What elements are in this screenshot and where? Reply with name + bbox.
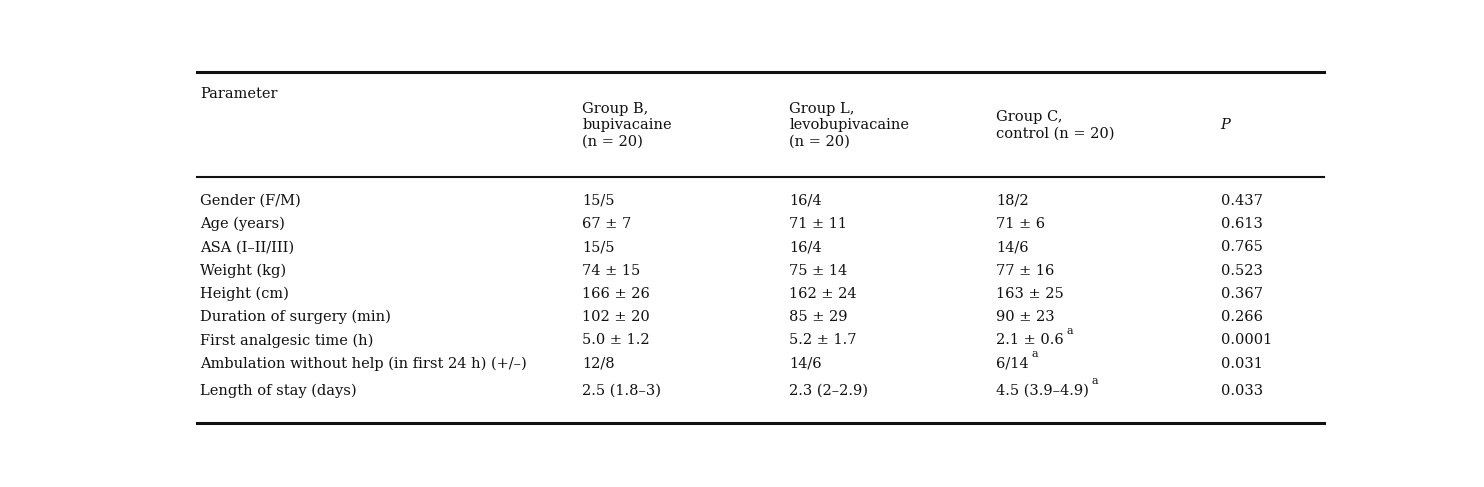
Text: 5.0 ± 1.2: 5.0 ± 1.2 [582, 334, 650, 347]
Text: 0.765: 0.765 [1221, 241, 1263, 254]
Text: Age (years): Age (years) [200, 217, 285, 231]
Text: Height (cm): Height (cm) [200, 287, 289, 301]
Text: 77 ± 16: 77 ± 16 [996, 263, 1055, 278]
Text: 2.3 (2–2.9): 2.3 (2–2.9) [789, 384, 868, 398]
Text: 12/8: 12/8 [582, 356, 614, 371]
Text: 0.0001: 0.0001 [1221, 334, 1272, 347]
Text: 74 ± 15: 74 ± 15 [582, 263, 641, 278]
Text: a: a [1031, 349, 1037, 359]
Text: 0.437: 0.437 [1221, 194, 1263, 208]
Text: 15/5: 15/5 [582, 194, 614, 208]
Text: Ambulation without help (in first 24 h) (+/–): Ambulation without help (in first 24 h) … [200, 356, 527, 371]
Text: P: P [1221, 118, 1230, 132]
Text: 16/4: 16/4 [789, 194, 822, 208]
Text: 18/2: 18/2 [996, 194, 1028, 208]
Text: Group C,
control (n = 20): Group C, control (n = 20) [996, 110, 1114, 140]
Text: 0.266: 0.266 [1221, 310, 1263, 324]
Text: Group L,
levobupivacaine
(n = 20): Group L, levobupivacaine (n = 20) [789, 102, 910, 149]
Text: 14/6: 14/6 [789, 356, 822, 371]
Text: 0.523: 0.523 [1221, 263, 1263, 278]
Text: 6/14: 6/14 [996, 356, 1028, 371]
Text: 0.033: 0.033 [1221, 384, 1263, 398]
Text: 2.5 (1.8–3): 2.5 (1.8–3) [582, 384, 662, 398]
Text: 163 ± 25: 163 ± 25 [996, 287, 1064, 301]
Text: 85 ± 29: 85 ± 29 [789, 310, 847, 324]
Text: 67 ± 7: 67 ± 7 [582, 217, 632, 231]
Text: 71 ± 6: 71 ± 6 [996, 217, 1045, 231]
Text: 15/5: 15/5 [582, 241, 614, 254]
Text: ASA (I–II/III): ASA (I–II/III) [200, 241, 295, 254]
Text: 0.031: 0.031 [1221, 356, 1263, 371]
Text: 14/6: 14/6 [996, 241, 1028, 254]
Text: 71 ± 11: 71 ± 11 [789, 217, 847, 231]
Text: Group B,
bupivacaine
(n = 20): Group B, bupivacaine (n = 20) [582, 102, 672, 149]
Text: Gender (F/M): Gender (F/M) [200, 194, 301, 208]
Text: 2.1 ± 0.6: 2.1 ± 0.6 [996, 334, 1064, 347]
Text: 75 ± 14: 75 ± 14 [789, 263, 847, 278]
Text: a: a [1067, 326, 1073, 336]
Text: 102 ± 20: 102 ± 20 [582, 310, 650, 324]
Text: 90 ± 23: 90 ± 23 [996, 310, 1055, 324]
Text: Length of stay (days): Length of stay (days) [200, 383, 358, 398]
Text: Weight (kg): Weight (kg) [200, 263, 286, 278]
Text: First analgesic time (h): First analgesic time (h) [200, 333, 374, 348]
Text: 5.2 ± 1.7: 5.2 ± 1.7 [789, 334, 856, 347]
Text: a: a [1092, 376, 1098, 386]
Text: 0.613: 0.613 [1221, 217, 1263, 231]
Text: Parameter: Parameter [200, 87, 278, 100]
Text: 166 ± 26: 166 ± 26 [582, 287, 650, 301]
Text: 4.5 (3.9–4.9): 4.5 (3.9–4.9) [996, 384, 1089, 398]
Text: Duration of surgery (min): Duration of surgery (min) [200, 310, 392, 324]
Text: 16/4: 16/4 [789, 241, 822, 254]
Text: 162 ± 24: 162 ± 24 [789, 287, 856, 301]
Text: 0.367: 0.367 [1221, 287, 1263, 301]
